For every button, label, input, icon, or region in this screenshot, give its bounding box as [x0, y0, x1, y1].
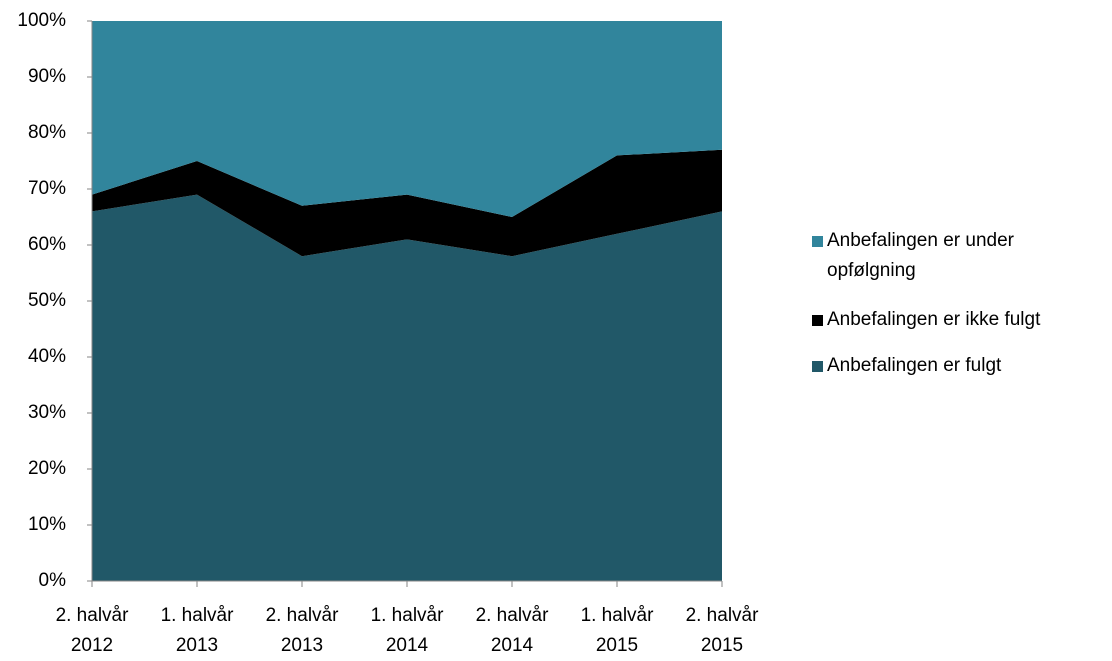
x-tick-label: 1. halvår 2015 — [580, 605, 654, 656]
legend-item: Anbefalingen er ikke fulgt — [812, 305, 1108, 335]
x-tick-label: 2. halvår 2012 — [55, 605, 129, 656]
y-tick-label: 70% — [28, 178, 66, 199]
area — [92, 21, 722, 217]
x-tick-label: 1. halvår 2013 — [160, 605, 234, 656]
y-tick-label: 50% — [28, 290, 66, 311]
legend-swatch — [812, 361, 823, 372]
y-tick-label: 20% — [28, 458, 66, 479]
legend-swatch — [812, 315, 823, 326]
legend-label: Anbefalingen er fulgt — [827, 355, 1002, 376]
legend-item: Anbefalingen er under opfølgning — [812, 226, 1108, 286]
y-tick-label: 80% — [28, 122, 66, 143]
y-tick-label: 60% — [28, 234, 66, 255]
x-tick-label: 1. halvår 2014 — [370, 605, 444, 656]
legend-swatch — [812, 236, 823, 247]
legend-label: Anbefalingen er ikke fulgt — [827, 309, 1041, 330]
x-tick-label: 2. halvår 2013 — [265, 605, 339, 656]
y-tick-label: 40% — [28, 346, 66, 367]
y-tick-label: 100% — [17, 10, 66, 31]
x-tick-label: 2. halvår 2015 — [685, 605, 759, 656]
legend-item: Anbefalingen er fulgt — [812, 351, 1108, 381]
y-tick-label: 0% — [39, 570, 67, 591]
area — [92, 194, 722, 581]
legend-label: Anbefalingen er under opfølgning — [827, 230, 1014, 281]
x-tick-label: 2. halvår 2014 — [475, 605, 549, 656]
y-tick-label: 90% — [28, 66, 66, 87]
y-tick-label: 30% — [28, 402, 66, 423]
area — [92, 149, 722, 257]
y-tick-label: 10% — [28, 514, 66, 535]
